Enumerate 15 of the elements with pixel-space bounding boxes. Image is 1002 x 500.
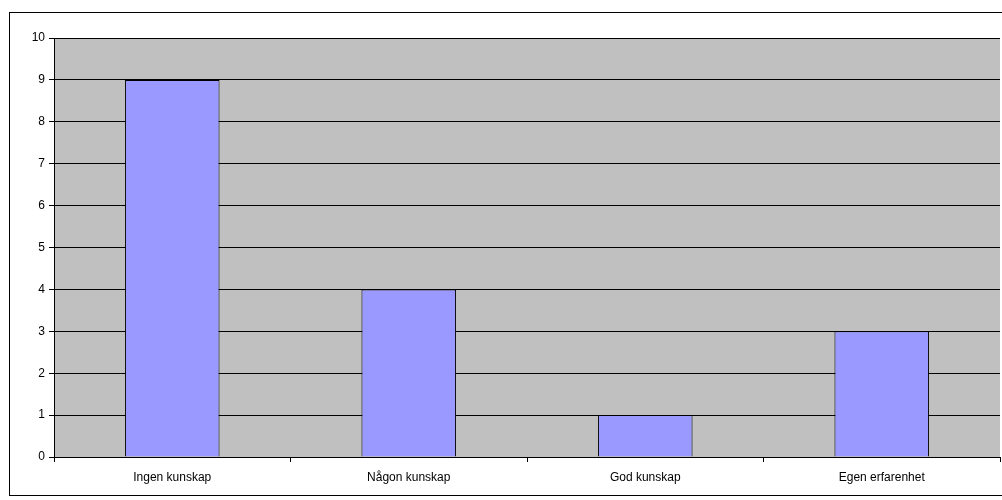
- y-tick-label: 8: [38, 114, 46, 129]
- y-tick-label: 4: [38, 281, 46, 296]
- x-tick-label: Ingen kunskap: [133, 469, 212, 484]
- y-tick-label: 9: [38, 72, 46, 87]
- y-tick-label: 1: [38, 407, 46, 422]
- y-tick-label: 0: [38, 449, 46, 464]
- y-tick-label: 10: [31, 30, 46, 45]
- y-tick-label: 6: [38, 197, 46, 212]
- y-tick-label: 2: [38, 365, 46, 380]
- y-tick-label: 3: [38, 323, 46, 338]
- y-tick-label: 7: [38, 156, 46, 171]
- y-tick-label: 5: [38, 239, 46, 254]
- x-tick-label: God kunskap: [609, 469, 681, 484]
- x-tick-label: Någon kunskap: [367, 469, 451, 484]
- x-tick-label: Egen erfarenhet: [838, 469, 926, 484]
